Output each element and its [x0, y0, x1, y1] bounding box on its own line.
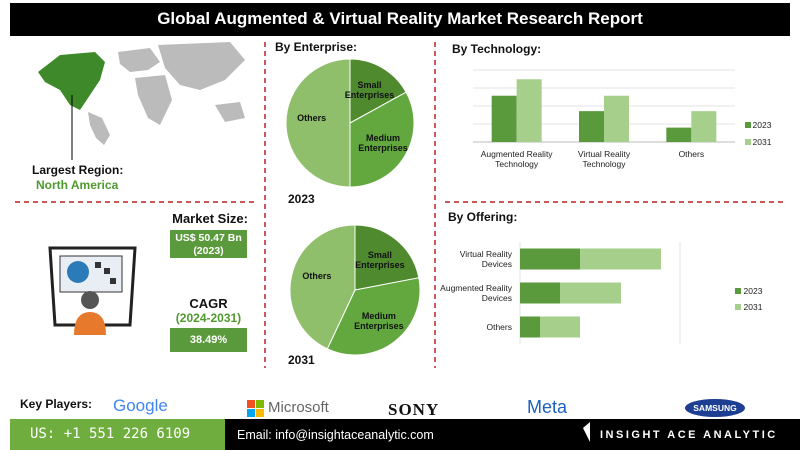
bar: [579, 111, 604, 142]
market-size-box: [170, 230, 247, 258]
pie-slice: [354, 224, 420, 291]
bar: [520, 282, 560, 304]
phone: US: +1 551 226 6109: [30, 426, 191, 442]
label: Largest Region:: [32, 163, 124, 177]
bar: [560, 282, 621, 304]
pie-slice: [326, 277, 421, 356]
email: Email: info@insightaceanalytic.com: [237, 428, 434, 442]
slice-label: Others: [297, 113, 327, 123]
slice-label: Small Enterprises: [355, 249, 405, 270]
value: 38.49%: [189, 334, 228, 346]
pie-slice: [289, 224, 356, 350]
logo: Microsoft: [268, 399, 329, 416]
legend-label: 2031: [752, 137, 772, 147]
bar: [491, 95, 517, 142]
chart-title: By Offering:: [448, 210, 518, 224]
legend-swatch: [745, 139, 751, 145]
y-tick-label: Others: [486, 322, 512, 332]
pie-slice: [349, 58, 407, 124]
pie-slice: [349, 91, 415, 188]
logo: Google: [113, 396, 168, 415]
chart-title: By Enterprise:: [275, 40, 358, 54]
label: CAGR: [189, 296, 228, 311]
y-tick-label: Virtual Reality Devices: [459, 249, 512, 269]
legend-label: 2023: [752, 120, 772, 130]
header-bar: [10, 3, 790, 36]
world-map: [38, 42, 245, 160]
slice-label: Others: [302, 271, 332, 282]
legend-label: 2023: [743, 286, 763, 296]
slice-label: Small Enterprises: [344, 79, 395, 100]
bar: [580, 248, 661, 270]
bar: [540, 316, 580, 338]
chart-subtitle: 2031: [288, 353, 315, 367]
bar: [691, 111, 717, 142]
logo: Meta: [527, 397, 568, 417]
value: US$ 50.47 Bn: [175, 232, 242, 244]
legend-label: 2031: [743, 302, 763, 312]
title: Global Augmented & Virtual Reality Marke…: [157, 9, 643, 28]
brand-icon: [583, 422, 590, 442]
chart-title: By Technology:: [452, 42, 542, 56]
x-tick-label: Virtual Reality Technology: [577, 149, 631, 169]
y-tick-label: Augmented Reality Devices: [440, 283, 512, 303]
x-tick-label: Augmented Reality Technology: [480, 149, 553, 169]
value: (2024-2031): [175, 311, 242, 325]
label: Market Size:: [172, 211, 248, 226]
value: (2023): [193, 245, 224, 257]
brand: INSIGHT ACE ANALYTIC: [600, 429, 778, 441]
x-tick-label: Others: [678, 149, 705, 159]
samsung-oval: [685, 399, 745, 417]
contact-bar: [225, 419, 800, 450]
value: North America: [36, 178, 119, 192]
bar: [520, 248, 580, 270]
bar: [666, 127, 692, 142]
vr-icon: [48, 246, 137, 335]
bar: [516, 79, 542, 142]
cagr-box: [170, 328, 247, 352]
logo: SAMSUNG: [693, 403, 737, 413]
logo: SONY: [388, 400, 440, 419]
bar: [520, 316, 540, 338]
legend-swatch: [735, 304, 741, 310]
chart-subtitle: 2023: [288, 192, 315, 206]
phone-bar: [10, 419, 225, 450]
microsoft-icon: [247, 400, 264, 417]
legend-swatch: [745, 122, 751, 128]
bar: [604, 95, 629, 142]
legend-swatch: [735, 288, 741, 294]
pie-slice: [285, 58, 351, 188]
label: Key Players:: [20, 397, 93, 411]
slice-label: Medium Enterprises: [358, 132, 408, 153]
slice-label: Medium Enterprises: [354, 310, 404, 331]
